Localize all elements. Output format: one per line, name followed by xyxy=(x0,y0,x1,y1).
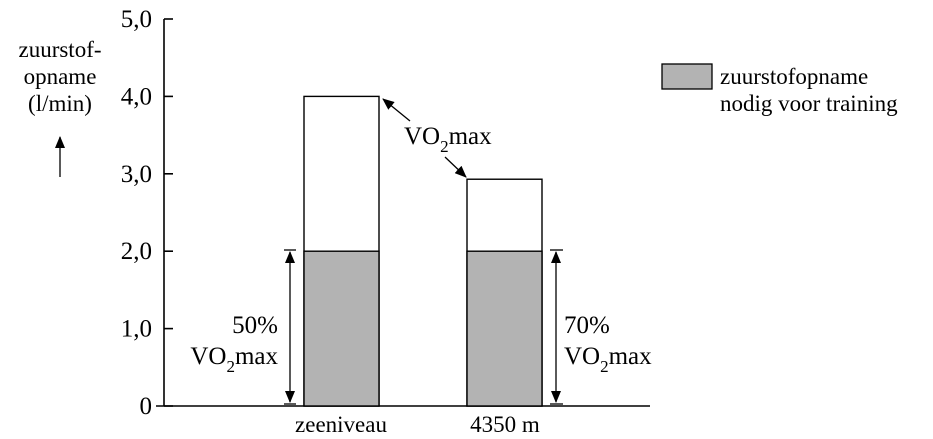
vo2max-annotation: VO2max xyxy=(382,98,492,178)
left-percent-annotation: 50% VO2max xyxy=(190,249,296,405)
category-label-zeeniveau: zeeniveau xyxy=(295,412,387,437)
bar-training-4350m xyxy=(466,250,543,407)
y-tick-label-4: 4,0 xyxy=(121,83,152,110)
right-percent-vo2max: VO2max xyxy=(564,343,652,376)
legend-label-line-1: zuurstofopname xyxy=(720,64,868,89)
right-percent-annotation: 70% VO2max xyxy=(550,249,652,405)
left-percent-vo2max: VO2max xyxy=(190,343,278,376)
vo2max-label: VO2max xyxy=(404,123,492,156)
legend-label-line-2: nodig voor training xyxy=(720,91,898,116)
y-axis-title-line-3: (l/min) xyxy=(28,91,92,116)
y-tick-label-3: 3,0 xyxy=(121,161,152,188)
vo2max-arrow-right xyxy=(444,156,467,178)
y-axis-title: zuurstof- opname (l/min) xyxy=(18,37,102,177)
bar-training-zeeniveau xyxy=(303,250,380,407)
axes xyxy=(156,19,650,407)
y-ticks: 0 1,0 2,0 3,0 4,0 5,0 xyxy=(121,6,173,420)
legend-swatch xyxy=(661,63,713,90)
y-axis-title-line-1: zuurstof- xyxy=(18,37,101,62)
right-percent-value: 70% xyxy=(564,312,610,339)
bars xyxy=(303,95,543,407)
y-tick-label-5: 5,0 xyxy=(121,6,152,33)
category-label-4350m: 4350 m xyxy=(470,412,540,437)
y-tick-label-0: 0 xyxy=(140,393,153,420)
left-percent-value: 50% xyxy=(232,312,278,339)
vo2max-arrow-left xyxy=(382,98,411,122)
y-tick-label-1: 1,0 xyxy=(121,316,152,343)
legend: zuurstofopname nodig voor training xyxy=(661,63,898,116)
y-axis-title-line-2: opname xyxy=(24,64,97,89)
y-tick-label-2: 2,0 xyxy=(121,238,152,265)
